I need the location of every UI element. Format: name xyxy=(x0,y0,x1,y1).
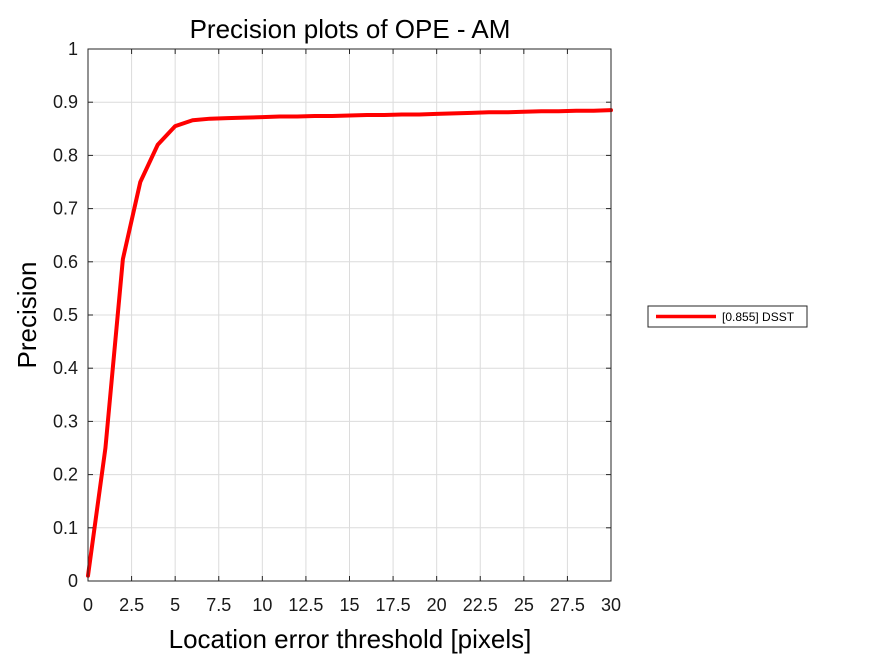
x-tick-label: 17.5 xyxy=(376,595,411,615)
y-tick-label: 0.4 xyxy=(53,358,78,378)
y-tick-label: 0.9 xyxy=(53,92,78,112)
y-tick-label: 0.1 xyxy=(53,518,78,538)
series-layer xyxy=(86,108,613,578)
x-tick-label: 5 xyxy=(170,595,180,615)
x-tick-label: 12.5 xyxy=(288,595,323,615)
x-tick-label: 25 xyxy=(514,595,534,615)
y-tick-label: 0.5 xyxy=(53,305,78,325)
y-tick-label: 1 xyxy=(68,39,78,59)
x-tick-label: 2.5 xyxy=(119,595,144,615)
x-tick-label: 22.5 xyxy=(463,595,498,615)
y-tick-labels: 0 0.1 0.2 0.3 0.4 0.5 0.6 0.7 0.8 0.9 1 xyxy=(53,39,78,591)
grid-lines xyxy=(88,49,611,581)
legend-box xyxy=(647,305,808,328)
x-tick-label: 30 xyxy=(601,595,621,615)
x-axis-label: Location error threshold [pixels] xyxy=(169,624,532,654)
x-tick-label: 15 xyxy=(339,595,359,615)
plot-area xyxy=(86,48,613,582)
y-tick-label: 0.6 xyxy=(53,252,78,272)
x-tick-label: 10 xyxy=(252,595,272,615)
y-tick-label: 0 xyxy=(68,571,78,591)
tick-marks xyxy=(87,48,612,582)
x-tick-label: 0 xyxy=(83,595,93,615)
x-tick-label: 27.5 xyxy=(550,595,585,615)
x-tick-label: 7.5 xyxy=(206,595,231,615)
chart-title: Precision plots of OPE - AM xyxy=(190,14,511,44)
series-line-dsst xyxy=(86,108,613,578)
legend-label-dsst: [0.855] DSST xyxy=(722,310,795,324)
legend: [0.855] DSST xyxy=(647,305,808,328)
y-axis-label: Precision xyxy=(12,262,42,369)
x-tick-label: 20 xyxy=(427,595,447,615)
y-tick-label: 0.7 xyxy=(53,199,78,219)
y-tick-label: 0.3 xyxy=(53,411,78,431)
x-tick-labels: 0 2.5 5 7.5 10 12.5 15 17.5 20 22.5 25 27.5 30 xyxy=(83,595,621,615)
y-tick-label: 0.2 xyxy=(53,465,78,485)
y-tick-label: 0.8 xyxy=(53,145,78,165)
